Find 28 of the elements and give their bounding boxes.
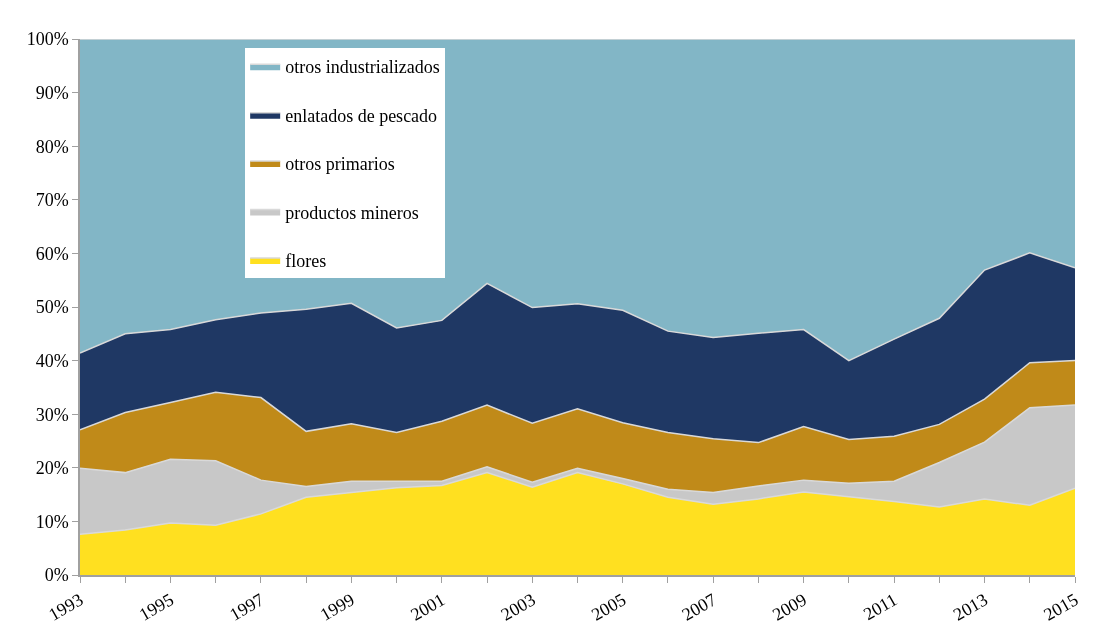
x-tick-label: 2009: [768, 589, 811, 625]
legend-label: otros industrializados: [285, 57, 440, 78]
y-tick-label: 0%: [44, 565, 69, 586]
y-tick-label: 20%: [35, 458, 69, 479]
x-tick-label: 1999: [316, 589, 358, 625]
legend-label: flores: [285, 250, 327, 271]
x-tick-label: 2011: [859, 589, 901, 625]
x-tick-label: 2013: [949, 589, 992, 625]
y-tick-label: 90%: [35, 82, 69, 103]
y-tick-label: 60%: [35, 243, 69, 264]
y-tick-label: 100%: [26, 29, 69, 50]
y-tick-label: 40%: [35, 350, 69, 371]
x-tick-label: 2015: [1040, 589, 1082, 625]
y-tick-label: 10%: [35, 511, 69, 532]
y-tick-label: 70%: [35, 190, 69, 211]
legend-label: otros primarios: [285, 154, 395, 175]
y-tick-label: 50%: [35, 297, 69, 318]
x-tick-label: 2003: [497, 589, 539, 625]
x-tick-label: 2005: [588, 589, 630, 625]
legend-label: enlatados de pescado: [285, 105, 438, 126]
y-tick-label: 30%: [35, 404, 69, 425]
x-tick-label: 2007: [678, 589, 720, 625]
legend-label: productos mineros: [285, 202, 419, 223]
x-tick-label: 2001: [407, 589, 449, 625]
y-tick-label: 80%: [35, 136, 69, 157]
x-tick-label: 1995: [135, 589, 177, 625]
x-tick-label: 1997: [226, 589, 268, 625]
x-tick-label: 1993: [45, 589, 87, 625]
